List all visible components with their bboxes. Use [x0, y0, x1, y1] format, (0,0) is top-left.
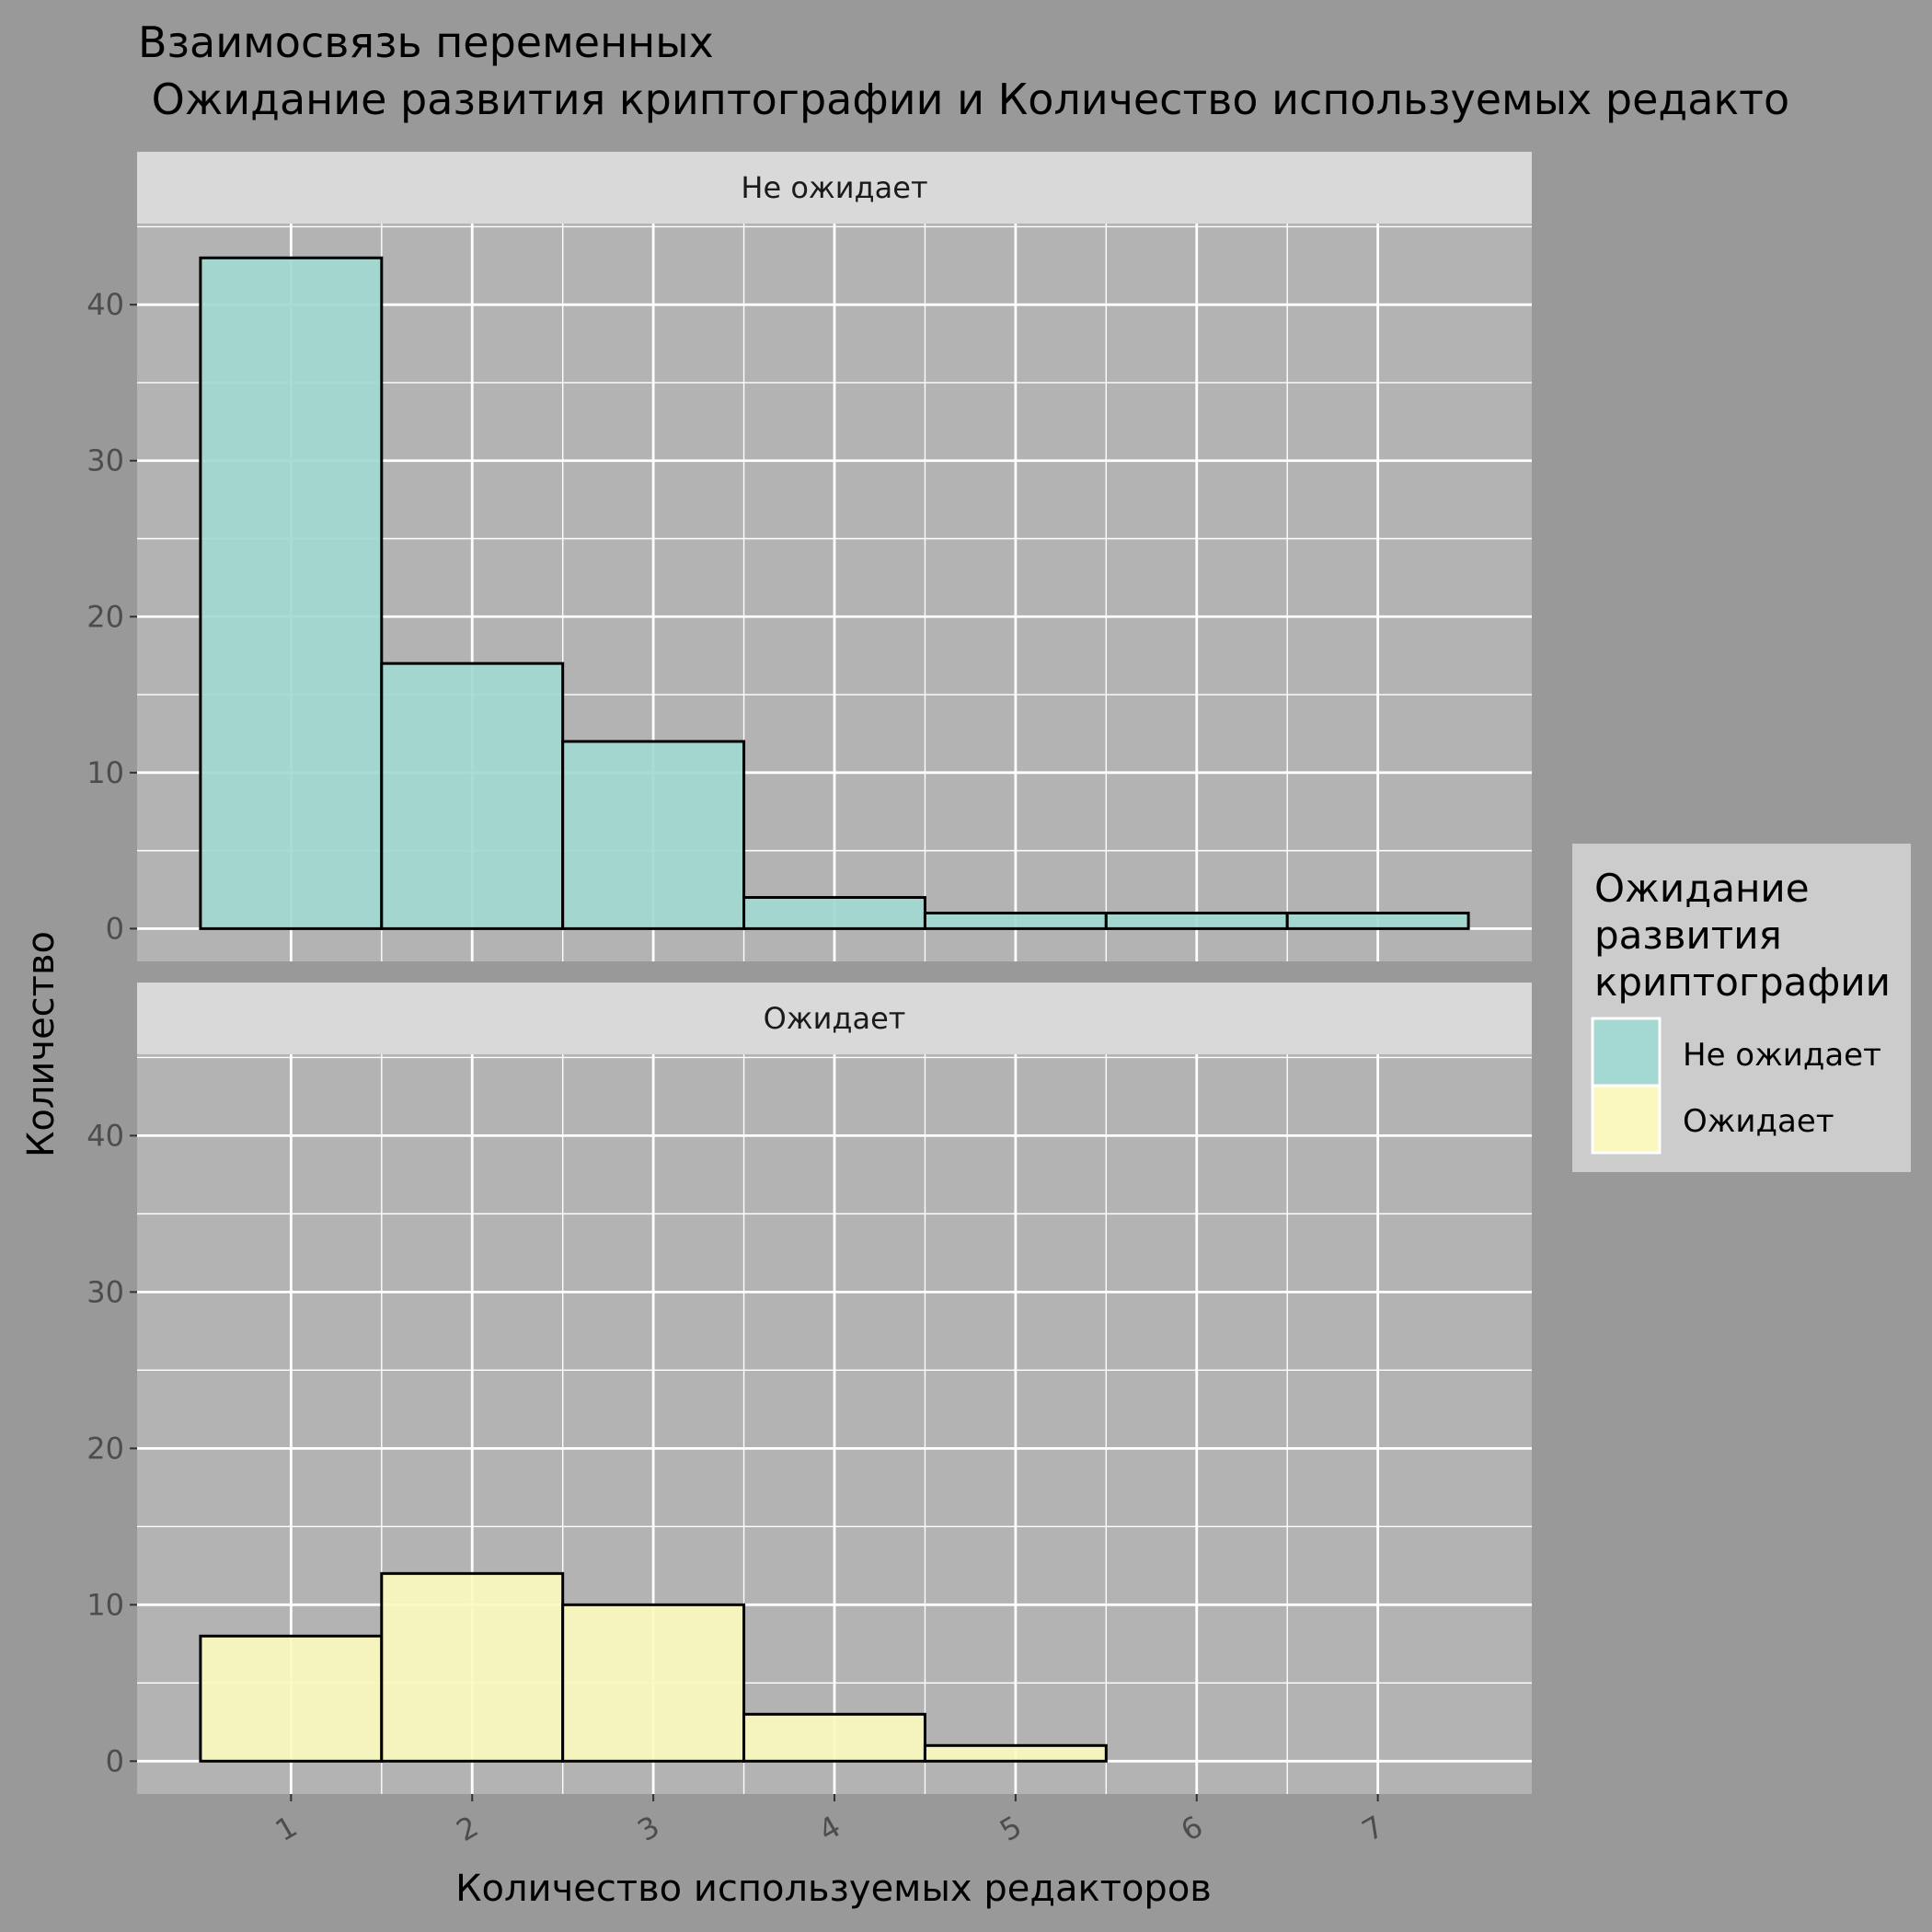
bar-1: [199, 256, 384, 930]
bar-1: [199, 1634, 384, 1763]
legend-title-line-3: криптографии: [1594, 960, 1891, 1005]
y-tick-label: 30: [86, 443, 124, 478]
title-line-2: Ожидание развития криптографии и Количес…: [138, 75, 1789, 124]
legend: Ожидание развития криптографии Не ожидае…: [1572, 844, 1911, 1172]
y-tick-label: 0: [106, 911, 124, 946]
bars-2: [199, 1571, 1108, 1763]
strip-background-1: [137, 152, 1532, 224]
y-tick-label: 40: [86, 287, 124, 322]
y-tick-label: 30: [86, 1274, 124, 1309]
bar-4: [742, 895, 926, 930]
bar-2: [380, 1571, 565, 1763]
y-axis-title: Количество: [20, 931, 63, 1157]
bar-6: [1104, 911, 1289, 930]
legend-label-ne-ozhidaet: Не ожидает: [1683, 1037, 1881, 1074]
strip-background-2: [137, 983, 1532, 1054]
y-tick-label: 40: [86, 1118, 124, 1153]
facet-panels: Не ожидает 0 10 20 30 40 Ожидает 0 10 20 30 40: [86, 152, 1532, 1794]
legend-key-ne-ozhidaet: [1591, 1017, 1662, 1087]
legend-key-ozhidaet: [1591, 1084, 1662, 1155]
chart-title: Взаимосвязь переменных Ожидание развития…: [138, 17, 1789, 124]
y-tick-label: 10: [86, 1587, 124, 1622]
bar-3: [561, 740, 746, 930]
bars-1: [199, 256, 1470, 930]
bar-5: [923, 911, 1108, 930]
panel-2: Ожидает 0 10 20 30 40: [86, 983, 1532, 1794]
x-axis-title: Количество используемых редакторов: [455, 1868, 1212, 1910]
strip-label-2: Ожидает: [764, 1001, 906, 1036]
bar-4: [742, 1712, 926, 1763]
bar-2: [380, 661, 565, 930]
bar-5: [923, 1743, 1108, 1763]
y-tick-label: 20: [86, 599, 124, 634]
bar-3: [561, 1603, 746, 1763]
bar-7: [1285, 911, 1470, 930]
legend-title-line-1: Ожидание: [1594, 866, 1810, 911]
title-line-1: Взаимосвязь переменных: [138, 17, 714, 67]
y-tick-label: 20: [86, 1431, 124, 1466]
y-tick-label: 0: [106, 1743, 124, 1778]
y-tick-label: 10: [86, 755, 124, 790]
legend-title-line-2: развития: [1594, 913, 1782, 958]
strip-label-1: Не ожидает: [741, 170, 927, 205]
legend-label-ozhidaet: Ожидает: [1683, 1103, 1834, 1140]
panel-1: Не ожидает 0 10 20 30 40: [86, 152, 1532, 961]
